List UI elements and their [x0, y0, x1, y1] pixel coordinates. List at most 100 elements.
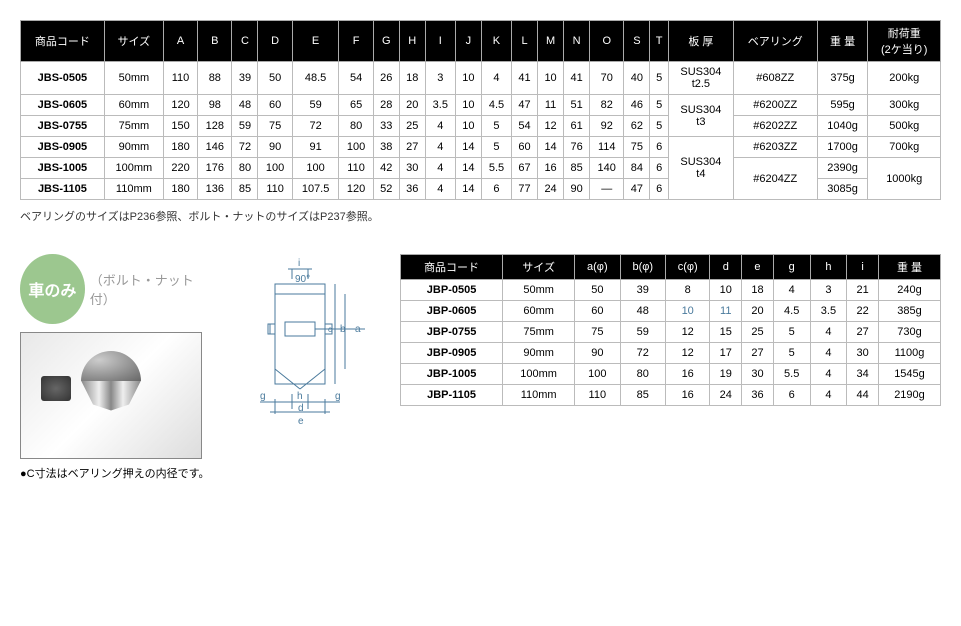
- cell: 24: [710, 385, 742, 406]
- t2-header: c(φ): [665, 255, 709, 280]
- cell: 72: [620, 343, 665, 364]
- t2-header: 重 量: [878, 255, 940, 280]
- wheel-graphic: [66, 351, 156, 441]
- cell: 90: [258, 137, 292, 158]
- cell: 21: [847, 280, 879, 301]
- cell: #6203ZZ: [733, 137, 817, 158]
- t1-header: 耐荷重 (2ケ当り): [868, 21, 941, 62]
- table-row: JBS-1005100mm2201768010010011042304145.5…: [21, 158, 941, 179]
- t2-header: b(φ): [620, 255, 665, 280]
- cell: 100: [575, 364, 620, 385]
- cell: 20: [742, 301, 774, 322]
- cell: 128: [198, 116, 232, 137]
- table-row: JBP-075575mm75591215255427730g: [401, 322, 941, 343]
- cell: JBS-1105: [21, 179, 105, 200]
- cell: 98: [198, 95, 232, 116]
- t1-header: 重 量: [817, 21, 868, 62]
- cell: 6: [773, 385, 810, 406]
- circle-badge: 車のみ: [20, 254, 85, 324]
- cell: 36: [742, 385, 774, 406]
- t1-header: G: [373, 21, 399, 62]
- badge-row: 車のみ （ボルト・ナット付）: [20, 254, 210, 324]
- cell: JBP-0755: [401, 322, 503, 343]
- cell: 38: [373, 137, 399, 158]
- cell: 11: [710, 301, 742, 322]
- cell: 1700g: [817, 137, 868, 158]
- t1-header: 板 厚: [668, 21, 733, 62]
- t1-header: D: [258, 21, 292, 62]
- svg-text:b: b: [340, 324, 346, 335]
- cell: 5: [650, 62, 669, 95]
- cell: 4: [425, 179, 455, 200]
- cell: 4: [425, 158, 455, 179]
- cell: 385g: [878, 301, 940, 322]
- cell: 60: [258, 95, 292, 116]
- table-row: JBP-1105110mm1108516243664442190g: [401, 385, 941, 406]
- table-row: JBS-075575mm1501285975728033254105541261…: [21, 116, 941, 137]
- cell: 50mm: [104, 62, 163, 95]
- cell: 110: [339, 158, 373, 179]
- cell: 60: [575, 301, 620, 322]
- t2-header: i: [847, 255, 879, 280]
- cell: 15: [710, 322, 742, 343]
- cell: 1000kg: [868, 158, 941, 200]
- cell: 200kg: [868, 62, 941, 95]
- cell: 2390g: [817, 158, 868, 179]
- cell: 24: [538, 179, 564, 200]
- cell: #6204ZZ: [733, 158, 817, 200]
- cell: 220: [163, 158, 197, 179]
- t1-header: K: [481, 21, 511, 62]
- cell: 88: [198, 62, 232, 95]
- svg-text:g: g: [335, 391, 341, 402]
- cell: 27: [847, 322, 879, 343]
- t1-header: N: [564, 21, 590, 62]
- table-row: JBS-060560mm120984860596528203.5104.5471…: [21, 95, 941, 116]
- cell: 1545g: [878, 364, 940, 385]
- table-row: JBP-050550mm5039810184321240g: [401, 280, 941, 301]
- cell: 82: [590, 95, 624, 116]
- cell: 5: [773, 343, 810, 364]
- cell: 100: [292, 158, 339, 179]
- cell: 80: [339, 116, 373, 137]
- t2-header: g: [773, 255, 810, 280]
- t1-header: E: [292, 21, 339, 62]
- cell: 14: [538, 137, 564, 158]
- cell: 110: [575, 385, 620, 406]
- cell: 110mm: [503, 385, 575, 406]
- cell: 14: [455, 158, 481, 179]
- svg-text:g: g: [260, 391, 266, 402]
- cell: 100mm: [104, 158, 163, 179]
- cell: 3.5: [425, 95, 455, 116]
- cell: 6: [650, 179, 669, 200]
- cell: JBP-0505: [401, 280, 503, 301]
- cell: SUS304 t4: [668, 137, 733, 200]
- t1-header: M: [538, 21, 564, 62]
- cell: 14: [455, 137, 481, 158]
- cell: 34: [847, 364, 879, 385]
- cell: JBS-1005: [21, 158, 105, 179]
- cell: JBP-1005: [401, 364, 503, 385]
- cell: 85: [620, 385, 665, 406]
- cell: 72: [232, 137, 258, 158]
- cell: 6: [650, 158, 669, 179]
- cell: 3: [810, 280, 847, 301]
- cell: 54: [339, 62, 373, 95]
- cell: 120: [339, 179, 373, 200]
- cell: 180: [163, 137, 197, 158]
- cell: 72: [292, 116, 339, 137]
- cell: 90: [564, 179, 590, 200]
- cell: 16: [665, 385, 709, 406]
- cell: 10: [665, 301, 709, 322]
- cell: 40: [624, 62, 650, 95]
- cell: 85: [232, 179, 258, 200]
- cell: 100: [258, 158, 292, 179]
- cell: 6: [650, 137, 669, 158]
- cell: 27: [742, 343, 774, 364]
- table-row: JBP-1005100mm100801619305.54341545g: [401, 364, 941, 385]
- cell: 18: [399, 62, 425, 95]
- cell: 90: [575, 343, 620, 364]
- left-column: 車のみ （ボルト・ナット付） ●C寸法はベアリング押えの内径です。: [20, 254, 210, 481]
- cell: SUS304 t3: [668, 95, 733, 137]
- cell: 300kg: [868, 95, 941, 116]
- cell: 19: [710, 364, 742, 385]
